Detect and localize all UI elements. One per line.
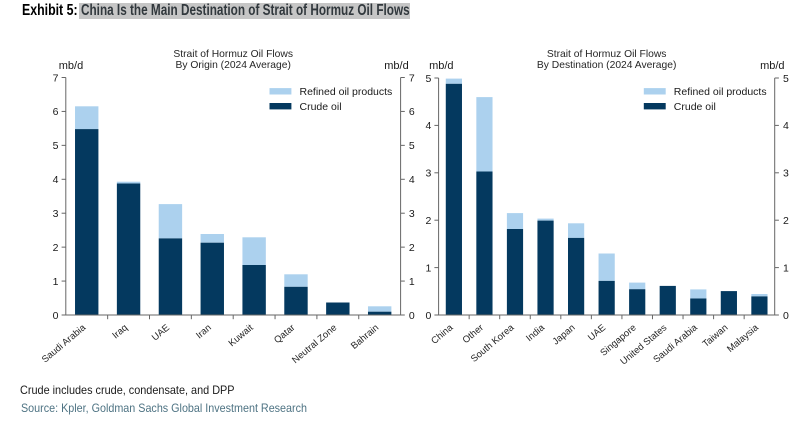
svg-text:7: 7: [53, 72, 59, 84]
svg-text:Crude oil: Crude oil: [674, 101, 716, 113]
svg-text:3: 3: [409, 208, 415, 220]
svg-text:4: 4: [783, 120, 789, 132]
svg-text:Crude oil: Crude oil: [300, 101, 342, 113]
svg-text:5: 5: [783, 73, 789, 85]
svg-text:4: 4: [409, 174, 415, 186]
svg-text:7: 7: [409, 72, 415, 84]
svg-text:Iran: Iran: [194, 322, 214, 341]
svg-text:4: 4: [425, 120, 431, 132]
svg-text:5: 5: [53, 140, 59, 152]
svg-text:0: 0: [409, 310, 415, 322]
svg-text:5: 5: [425, 73, 431, 85]
svg-text:5: 5: [409, 140, 415, 152]
svg-text:4: 4: [53, 174, 59, 186]
svg-text:0: 0: [425, 310, 431, 322]
svg-text:0: 0: [53, 310, 59, 322]
svg-text:Malaysia: Malaysia: [725, 322, 761, 355]
svg-text:6: 6: [409, 106, 415, 118]
svg-text:3: 3: [425, 168, 431, 180]
svg-text:Saudi Arabia: Saudi Arabia: [40, 322, 89, 366]
svg-text:2: 2: [425, 215, 431, 227]
svg-text:0: 0: [783, 310, 789, 322]
svg-text:1: 1: [783, 262, 789, 274]
svg-text:By Origin (2024 Average): By Origin (2024 Average): [175, 60, 290, 71]
svg-text:UAE: UAE: [586, 322, 608, 343]
svg-text:3: 3: [783, 168, 789, 180]
svg-text:Other: Other: [461, 322, 486, 346]
svg-text:mb/d: mb/d: [429, 60, 453, 72]
svg-text:China: China: [429, 322, 456, 347]
svg-text:UAE: UAE: [150, 322, 172, 343]
svg-text:Refined oil products: Refined oil products: [674, 86, 767, 98]
svg-text:1: 1: [425, 262, 431, 274]
svg-text:Strait of Hormuz Oil Flows: Strait of Hormuz Oil Flows: [173, 49, 293, 60]
svg-text:Kuwait: Kuwait: [227, 322, 256, 349]
svg-text:India: India: [524, 322, 547, 344]
svg-text:1: 1: [409, 276, 415, 288]
svg-text:Neutral Zone: Neutral Zone: [290, 322, 339, 366]
svg-text:Japan: Japan: [551, 322, 578, 347]
svg-text:2: 2: [53, 242, 59, 254]
svg-text:mb/d: mb/d: [760, 60, 784, 72]
svg-text:Qatar: Qatar: [272, 322, 297, 346]
svg-text:1: 1: [53, 276, 59, 288]
svg-text:Iraq: Iraq: [110, 322, 130, 341]
svg-text:Bahrain: Bahrain: [349, 322, 381, 351]
svg-text:mb/d: mb/d: [59, 60, 83, 72]
svg-text:Strait of Hormuz Oil Flows: Strait of Hormuz Oil Flows: [547, 49, 667, 60]
svg-text:Refined oil products: Refined oil products: [300, 86, 393, 98]
svg-text:mb/d: mb/d: [384, 60, 408, 72]
svg-text:3: 3: [53, 208, 59, 220]
svg-text:2: 2: [409, 242, 415, 254]
svg-text:6: 6: [53, 106, 59, 118]
svg-text:By Destination (2024 Average): By Destination (2024 Average): [537, 60, 676, 71]
svg-text:2: 2: [783, 215, 789, 227]
